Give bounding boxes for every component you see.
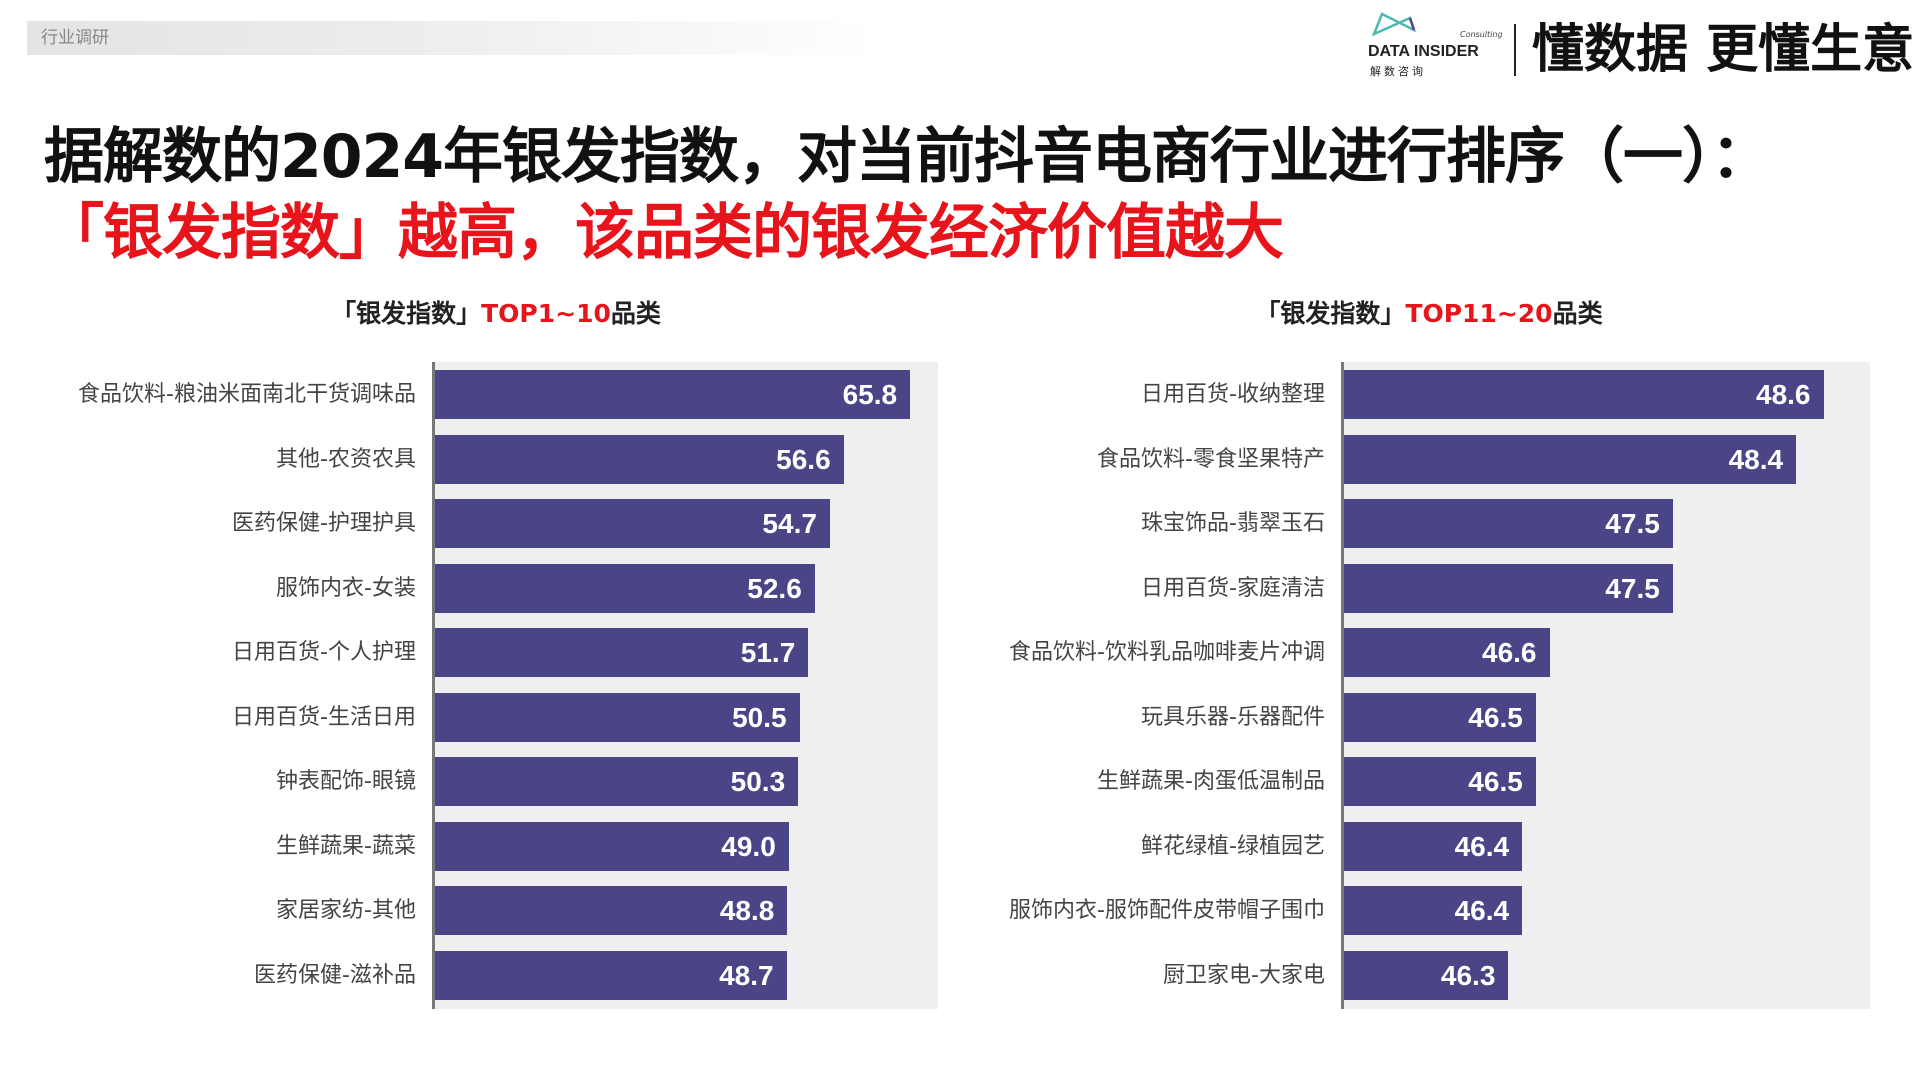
data-label: 50.5	[732, 701, 787, 733]
bar: 46.5	[1344, 692, 1536, 742]
data-label: 49.0	[721, 830, 776, 862]
category-label: 厨卫家电-大家电	[1163, 962, 1325, 988]
bar: 47.5	[1344, 563, 1673, 613]
bar: 65.8	[435, 370, 911, 419]
category-label: 珠宝饰品-翡翠玉石	[1141, 511, 1325, 536]
chart-title-prefix: 「银发指数」	[1255, 299, 1406, 328]
category-label: 医药保健-滋补品	[254, 962, 416, 988]
bar: 54.7	[435, 499, 830, 548]
logo-chinese-name: 解数咨询	[1370, 65, 1426, 78]
data-label: 47.5	[1605, 508, 1660, 539]
logo-subtitle: Consulting	[1460, 30, 1503, 39]
data-label: 50.3	[730, 766, 786, 797]
bar: 56.6	[435, 434, 844, 484]
bar: 50.5	[435, 692, 800, 742]
page-subtitle: 「银发指数」越高，该品类的银发经济价值越大	[44, 198, 1284, 268]
data-label: 46.6	[1482, 637, 1537, 668]
data-label: 48.7	[719, 959, 774, 991]
chart-title-suffix: 品类	[1552, 299, 1603, 328]
data-label: 54.7	[762, 508, 817, 539]
bar: 49.0	[435, 821, 789, 871]
data-label: 46.4	[1454, 895, 1510, 926]
category-label: 日用百货-生活日用	[232, 704, 416, 730]
category-label: 生鲜蔬果-蔬菜	[276, 833, 416, 859]
category-label: 服饰内衣-女装	[276, 575, 416, 601]
logo-icon	[1371, 12, 1417, 37]
category-label: 日用百货-收纳整理	[1141, 382, 1325, 407]
data-label: 48.4	[1728, 443, 1784, 475]
data-label: 48.6	[1756, 379, 1811, 410]
bar: 48.8	[435, 886, 788, 935]
bar: 46.4	[1344, 821, 1523, 871]
category-label: 食品饮料-粮油米面南北干货调味品	[78, 382, 416, 407]
logo-wordmark: DATA INSIDER	[1368, 43, 1479, 60]
bar: 51.7	[435, 628, 809, 677]
bar: 47.5	[1344, 499, 1673, 548]
bar: 46.5	[1344, 757, 1536, 806]
bar: 52.6	[435, 563, 815, 613]
bar: 46.4	[1344, 886, 1523, 935]
chart-title: 「银发指数」TOP1~10品类	[331, 298, 661, 330]
chart-title: 「银发指数」TOP11~20品类	[1255, 298, 1602, 330]
bar: 48.4	[1344, 434, 1797, 484]
category-label: 其他-农资农具	[276, 446, 416, 472]
category-label: 日用百货-个人护理	[232, 640, 416, 665]
chart-title-highlight: TOP11~20	[1405, 299, 1553, 328]
data-label: 56.6	[776, 443, 831, 475]
plot-area: 48.6 48.4 47.5 47.5 46.6 46.5 46.5 46.4 46.4 46.3	[1341, 362, 1870, 1009]
section-tag-label: 行业调研	[41, 28, 109, 48]
data-label: 46.5	[1468, 766, 1523, 797]
data-label: 47.5	[1605, 572, 1660, 604]
data-label: 52.6	[747, 572, 802, 604]
category-label: 服饰内衣-服饰配件皮带帽子围巾	[1009, 898, 1325, 923]
chart-title-highlight: TOP1~10	[481, 299, 611, 328]
header-divider	[1514, 24, 1516, 76]
bar: 50.3	[435, 757, 799, 806]
category-label: 食品饮料-零食坚果特产	[1097, 446, 1325, 472]
category-label: 钟表配饰-眼镜	[276, 769, 416, 794]
category-label: 食品饮料-饮料乳品咖啡麦片冲调	[1009, 640, 1325, 665]
section-tag: 行业调研	[27, 21, 877, 55]
data-label: 46.3	[1440, 959, 1496, 991]
data-insider-logo: Consulting DATA INSIDER 解数咨询	[1368, 12, 1508, 84]
category-label: 生鲜蔬果-肉蛋低温制品	[1097, 769, 1325, 794]
bar: 46.3	[1344, 950, 1509, 1000]
data-label: 65.8	[842, 379, 898, 410]
plot-area: 65.8 56.6 54.7 52.6 51.7 50.5 50.3 49.0 48.8 48.7	[432, 362, 938, 1009]
chart-title-prefix: 「银发指数」	[331, 299, 482, 328]
category-label: 鲜花绿植-绿植园艺	[1141, 833, 1325, 859]
data-label: 46.4	[1454, 830, 1510, 862]
data-label: 51.7	[740, 637, 796, 668]
category-label: 玩具乐器-乐器配件	[1141, 704, 1325, 730]
category-label: 家居家纺-其他	[276, 898, 416, 923]
bar: 46.6	[1344, 628, 1550, 677]
y-axis-line	[1341, 362, 1344, 1009]
category-label: 医药保健-护理护具	[232, 511, 416, 536]
data-label: 46.5	[1468, 701, 1523, 733]
bar: 48.6	[1344, 370, 1824, 419]
category-label: 日用百货-家庭清洁	[1141, 575, 1325, 601]
data-label: 48.8	[719, 895, 775, 926]
page-title: 据解数的2024年银发指数，对当前抖音电商行业进行排序（一）：	[44, 122, 1771, 192]
bar: 48.7	[435, 950, 787, 1000]
slogan: 懂数据 更懂生意	[1532, 20, 1915, 80]
chart-title-suffix: 品类	[610, 299, 661, 328]
y-axis-line	[432, 362, 435, 1009]
